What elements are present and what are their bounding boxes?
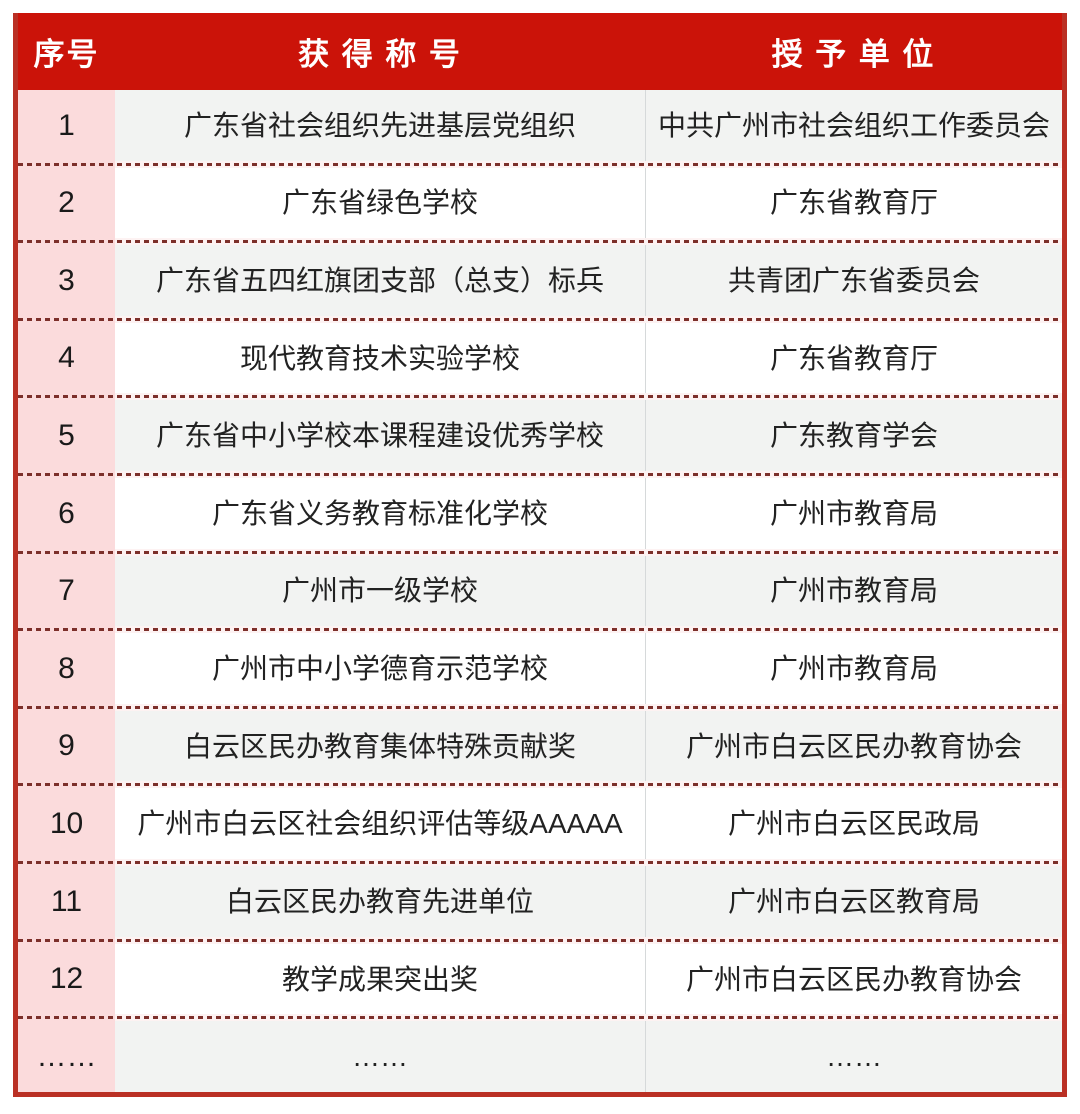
cell-no: 1 xyxy=(18,90,115,161)
cell-org: 广州市白云区民办教育协会 xyxy=(645,710,1062,782)
table-row: 7 广州市一级学校 广州市教育局 xyxy=(18,555,1062,627)
cell-org: 广州市教育局 xyxy=(645,478,1062,549)
cell-no: 5 xyxy=(18,400,115,472)
cell-org: 广州市教育局 xyxy=(645,555,1062,627)
row-separator xyxy=(18,393,1062,401)
table-row: 9 白云区民办教育集体特殊贡献奖 广州市白云区民办教育协会 xyxy=(18,710,1062,782)
row-separator xyxy=(18,238,1062,246)
cell-no: …… xyxy=(18,1021,115,1092)
table-row: 1 广东省社会组织先进基层党组织 中共广州市社会组织工作委员会 xyxy=(18,90,1062,161)
row-separator xyxy=(18,703,1062,711)
cell-org: …… xyxy=(645,1021,1062,1092)
row-separator xyxy=(18,781,1062,789)
row-separator xyxy=(18,1014,1062,1022)
row-separator xyxy=(18,626,1062,634)
cell-no: 9 xyxy=(18,710,115,782)
cell-org: 广州市白云区教育局 xyxy=(645,866,1062,937)
table-row: 4 现代教育技术实验学校 广东省教育厅 xyxy=(18,322,1062,394)
cell-no: 3 xyxy=(18,245,115,316)
row-separator xyxy=(18,315,1062,323)
cell-title: 现代教育技术实验学校 xyxy=(115,322,645,394)
cell-title: 广东省义务教育标准化学校 xyxy=(115,478,645,549)
cell-no: 12 xyxy=(18,943,115,1015)
cell-org: 中共广州市社会组织工作委员会 xyxy=(645,90,1062,161)
cell-org: 广东省教育厅 xyxy=(645,167,1062,239)
cell-title: 广州市中小学德育示范学校 xyxy=(115,633,645,704)
header-cell-org: 授 予 单 位 xyxy=(771,37,936,72)
cell-title: 广州市白云区社会组织评估等级AAAAA xyxy=(115,788,645,860)
cell-title: 广东省五四红旗团支部（总支）标兵 xyxy=(115,245,645,316)
table-row-ellipsis: …… …… …… xyxy=(18,1021,1062,1092)
cell-org: 广东省教育厅 xyxy=(645,322,1062,394)
header-cell-no: 序号 xyxy=(33,37,100,72)
cell-no: 7 xyxy=(18,555,115,627)
table-row: 6 广东省义务教育标准化学校 广州市教育局 xyxy=(18,478,1062,549)
cell-title: 广东省绿色学校 xyxy=(115,167,645,239)
cell-org: 广州市教育局 xyxy=(645,633,1062,704)
table-row: 12 教学成果突出奖 广州市白云区民办教育协会 xyxy=(18,943,1062,1015)
cell-no: 2 xyxy=(18,167,115,239)
table-row: 8 广州市中小学德育示范学校 广州市教育局 xyxy=(18,633,1062,704)
cell-no: 10 xyxy=(18,788,115,860)
cell-title: 教学成果突出奖 xyxy=(115,943,645,1015)
table-row: 2 广东省绿色学校 广东省教育厅 xyxy=(18,167,1062,239)
table-row: 5 广东省中小学校本课程建设优秀学校 广东教育学会 xyxy=(18,400,1062,472)
table-header-row: 序号 获 得 称 号 授 予 单 位 xyxy=(18,13,1062,90)
table-row: 10 广州市白云区社会组织评估等级AAAAA 广州市白云区民政局 xyxy=(18,788,1062,860)
cell-no: 11 xyxy=(18,866,115,937)
row-separator xyxy=(18,936,1062,944)
awards-table: 序号 获 得 称 号 授 予 单 位 1 广东省社会组织先进基层党组织 中共广州… xyxy=(13,13,1067,1097)
cell-org: 广州市白云区民办教育协会 xyxy=(645,943,1062,1015)
cell-title: …… xyxy=(115,1021,645,1092)
header-cell-title: 获 得 称 号 xyxy=(298,37,462,72)
row-separator xyxy=(18,548,1062,556)
cell-title: 广东省社会组织先进基层党组织 xyxy=(115,90,645,161)
row-separator xyxy=(18,160,1062,168)
cell-org: 共青团广东省委员会 xyxy=(645,245,1062,316)
row-separator xyxy=(18,471,1062,479)
cell-title: 白云区民办教育集体特殊贡献奖 xyxy=(115,710,645,782)
cell-no: 4 xyxy=(18,322,115,394)
row-separator xyxy=(18,859,1062,867)
cell-title: 广州市一级学校 xyxy=(115,555,645,627)
cell-no: 6 xyxy=(18,478,115,549)
cell-no: 8 xyxy=(18,633,115,704)
table-row: 3 广东省五四红旗团支部（总支）标兵 共青团广东省委员会 xyxy=(18,245,1062,316)
cell-title: 广东省中小学校本课程建设优秀学校 xyxy=(115,400,645,472)
cell-org: 广州市白云区民政局 xyxy=(645,788,1062,860)
cell-title: 白云区民办教育先进单位 xyxy=(115,866,645,937)
table-row: 11 白云区民办教育先进单位 广州市白云区教育局 xyxy=(18,866,1062,937)
cell-org: 广东教育学会 xyxy=(645,400,1062,472)
